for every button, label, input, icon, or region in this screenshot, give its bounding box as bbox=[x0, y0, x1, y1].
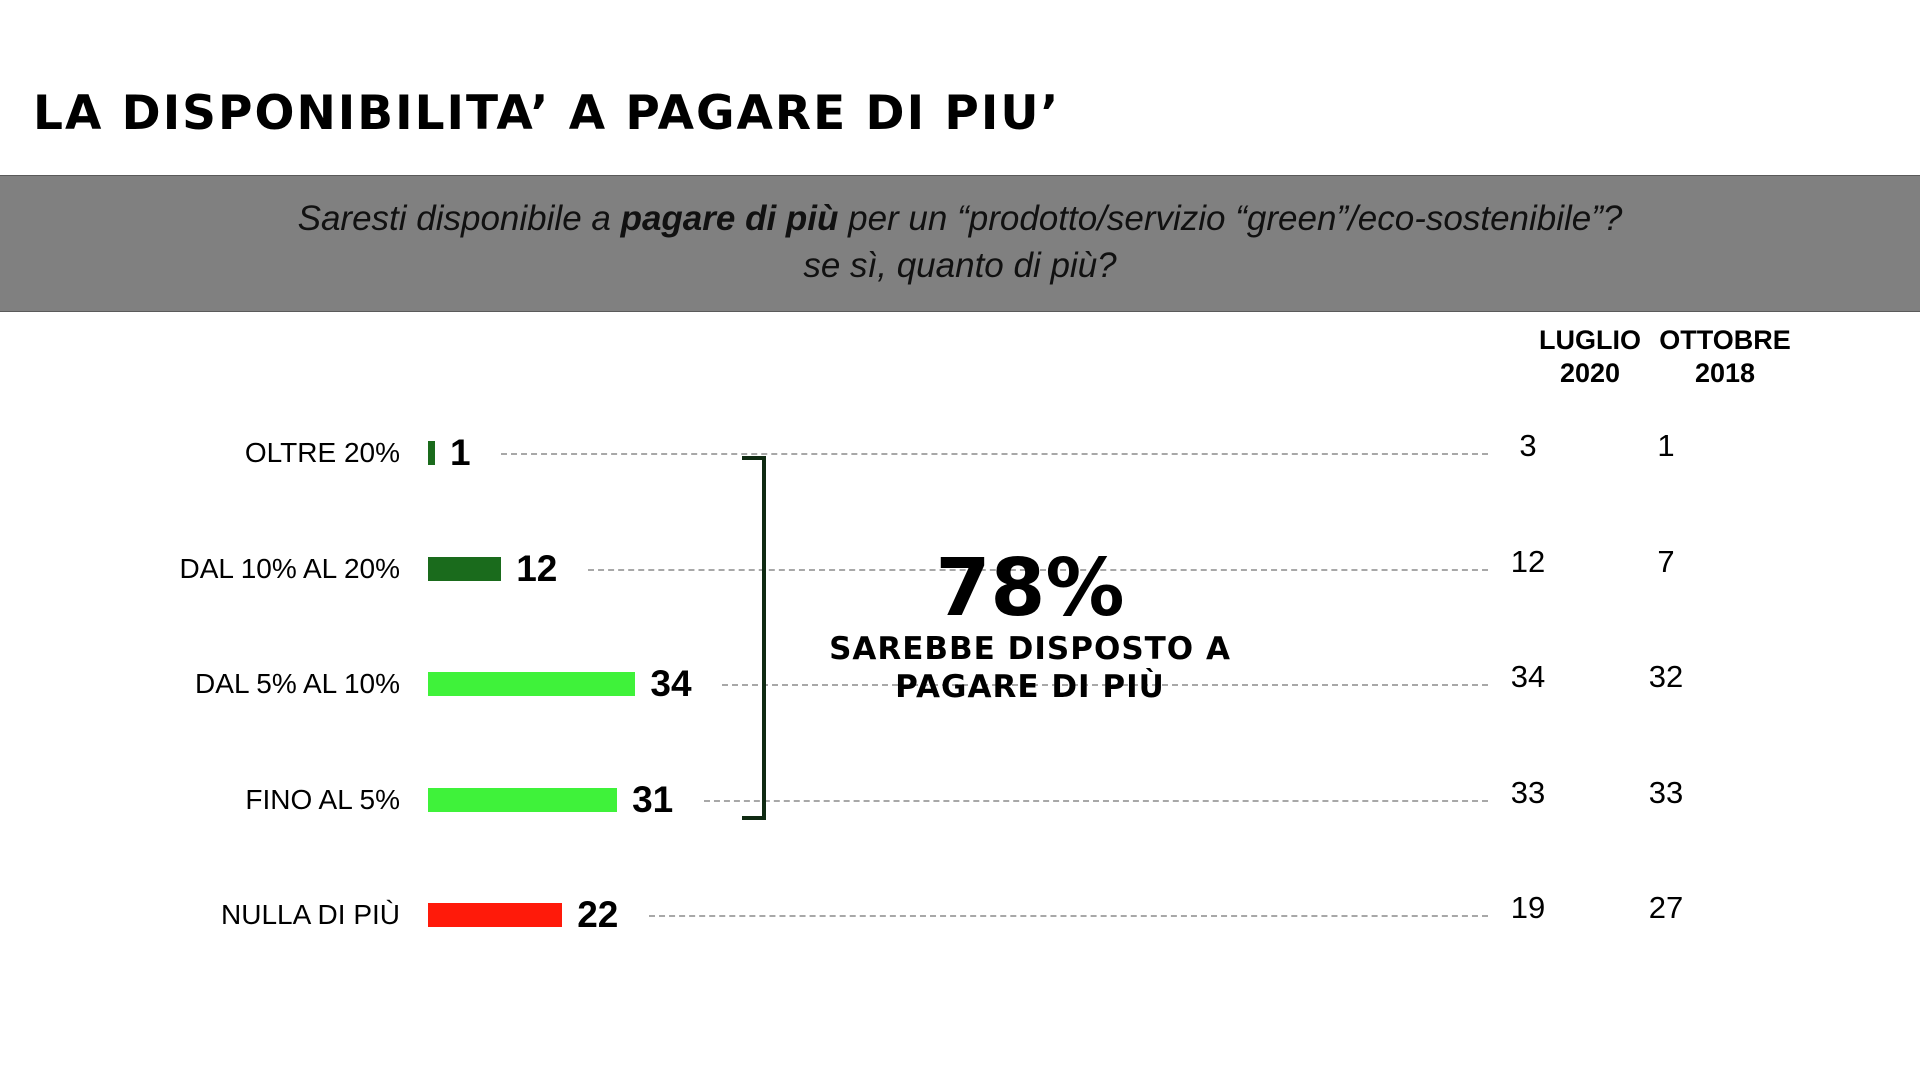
luglio-2020-value: 34 bbox=[1510, 659, 1546, 694]
bar-value-label: 12 bbox=[516, 548, 558, 589]
green-rows-bracket bbox=[742, 456, 766, 820]
question-text-post: per un “prodotto/servizio “green”/eco-so… bbox=[838, 199, 1623, 238]
question-text-bold: pagare di più bbox=[620, 199, 839, 238]
luglio-2020-value: 12 bbox=[1510, 544, 1546, 579]
bar bbox=[428, 788, 618, 812]
bar-value-label: 1 bbox=[450, 432, 471, 473]
row-dashed-line bbox=[722, 684, 1488, 686]
column-header-ottobre-2018: OTTOBRE 2018 bbox=[1645, 324, 1805, 390]
category-label: OLTRE 20% bbox=[244, 437, 400, 468]
page-title: LA DISPONIBILITA’ A PAGARE DI PIU’ bbox=[33, 86, 1061, 141]
category-label: DAL 5% AL 10% bbox=[195, 668, 400, 699]
column-header-ottobre-2018-line2: 2018 bbox=[1694, 358, 1756, 388]
bar bbox=[428, 557, 502, 581]
question-line-2: se sì, quanto di più? bbox=[803, 246, 1117, 285]
column-header-luglio-2020: LUGLIO 2020 bbox=[1510, 324, 1670, 390]
column-header-luglio-2020-line2: 2020 bbox=[1559, 358, 1621, 388]
ottobre-2018-value: 27 bbox=[1648, 890, 1684, 925]
ottobre-2018-value: 7 bbox=[1657, 544, 1675, 579]
bar bbox=[428, 441, 435, 465]
luglio-2020-value: 19 bbox=[1510, 890, 1546, 925]
luglio-2020-value: 3 bbox=[1519, 428, 1537, 463]
luglio-2020-value: 33 bbox=[1510, 775, 1546, 810]
row-dashed-line bbox=[649, 915, 1488, 917]
question-line-1: Saresti disponibile a pagare di più per … bbox=[0, 199, 1920, 239]
category-label: FINO AL 5% bbox=[245, 784, 400, 815]
callout-text-line1: SAREBBE DISPOSTO A bbox=[829, 631, 1231, 667]
ottobre-2018-value: 32 bbox=[1648, 659, 1684, 694]
callout-percentage: 78% bbox=[935, 542, 1125, 634]
category-label: DAL 10% AL 20% bbox=[179, 553, 400, 584]
category-label: NULLA DI PIÙ bbox=[221, 899, 400, 930]
bar bbox=[428, 672, 636, 696]
question-text-pre: Saresti disponibile a bbox=[297, 199, 621, 238]
callout-text-line2: PAGARE DI PIÙ bbox=[895, 669, 1165, 705]
bar-value-label: 34 bbox=[650, 663, 692, 704]
bar-value-label: 22 bbox=[577, 894, 619, 935]
row-dashed-line bbox=[704, 800, 1488, 802]
ottobre-2018-value: 1 bbox=[1657, 428, 1675, 463]
column-header-ottobre-2018-line1: OTTOBRE bbox=[1659, 325, 1791, 355]
question-band: Saresti disponibile a pagare di più per … bbox=[0, 175, 1920, 312]
bar bbox=[428, 903, 563, 927]
row-dashed-line bbox=[588, 569, 1488, 571]
bar-value-label: 31 bbox=[632, 779, 674, 820]
column-header-luglio-2020-line1: LUGLIO bbox=[1539, 325, 1641, 355]
ottobre-2018-value: 33 bbox=[1648, 775, 1684, 810]
callout-text: SAREBBE DISPOSTO A PAGARE DI PIÙ bbox=[780, 630, 1280, 706]
row-dashed-line bbox=[501, 453, 1488, 455]
